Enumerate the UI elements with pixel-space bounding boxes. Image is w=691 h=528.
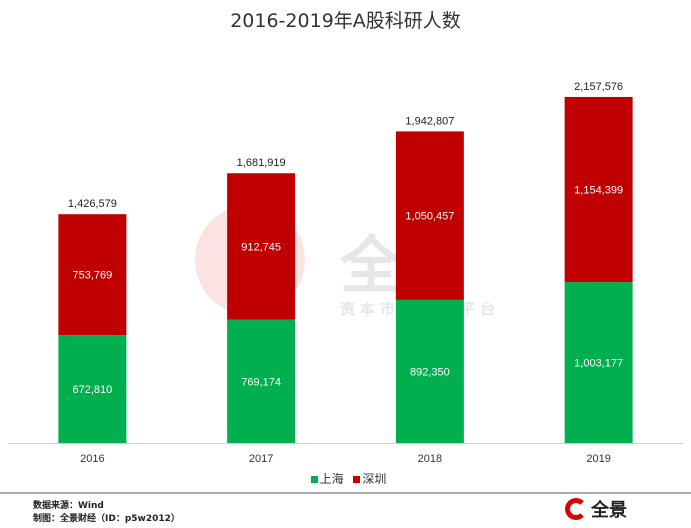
total-label: 1,942,807: [405, 115, 454, 127]
data-label: 1,050,457: [405, 211, 454, 223]
data-label: 1,154,399: [574, 185, 623, 197]
legend-label-shanghai: 上海: [319, 472, 344, 486]
logo-icon: [565, 498, 587, 520]
divider: [0, 492, 691, 494]
bar-shenzhen: [58, 214, 127, 336]
bar-shanghai: [564, 282, 633, 443]
x-tick-label: 2017: [249, 453, 273, 465]
legend-label-shenzhen: 深圳: [362, 472, 387, 486]
bar-shenzhen: [395, 131, 464, 300]
credit-note: 制图：全景财经（ID：p5w2012）: [33, 514, 180, 524]
brand-logo: 全景: [565, 496, 627, 522]
data-label: 892,350: [410, 366, 450, 378]
legend-swatch-shenzhen: [353, 476, 361, 483]
data-label: 769,174: [241, 376, 281, 388]
x-tick-label: 2018: [418, 453, 442, 465]
data-label: 753,769: [72, 270, 112, 282]
chart-title: 2016-2019年A股科研人数: [230, 10, 461, 32]
x-tick-label: 2019: [586, 453, 610, 465]
legend-swatch-shanghai: [310, 476, 318, 483]
logo-text: 全景: [591, 500, 627, 521]
stacked-bar-chart: 672,810 753,769 1,426,579 2016 769,174 912,74…: [8, 81, 683, 465]
bar-shenzhen: [227, 173, 296, 320]
footer: 数据来源：Wind 制图：全景财经（ID：p5w2012）: [33, 500, 180, 526]
legend: 上海 深圳: [0, 470, 691, 487]
total-label: 1,681,919: [237, 157, 286, 169]
data-label: 1,003,177: [574, 358, 623, 370]
data-label: 672,810: [72, 384, 112, 396]
bar-shanghai: [227, 319, 296, 443]
bar-shanghai: [58, 335, 127, 443]
data-label: 912,745: [241, 241, 281, 253]
source-note: 数据来源：Wind: [33, 501, 104, 511]
bar-shenzhen: [564, 96, 633, 283]
total-label: 2,157,576: [574, 81, 623, 93]
x-tick-label: 2016: [80, 453, 104, 465]
total-label: 1,426,579: [68, 198, 117, 210]
bar-shanghai: [395, 299, 464, 443]
